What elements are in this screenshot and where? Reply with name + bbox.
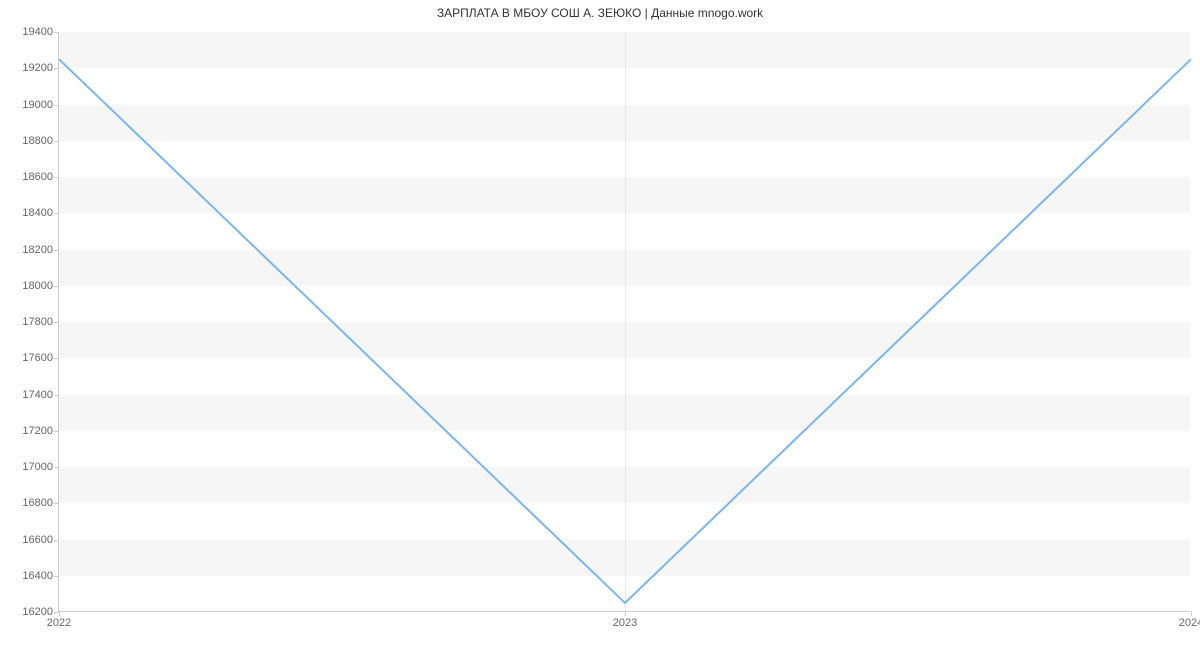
y-tick-label: 16600: [22, 534, 53, 546]
y-tick-label: 18800: [22, 135, 53, 147]
y-tick-label: 19000: [22, 99, 53, 111]
x-tick-label: 2022: [47, 617, 71, 629]
y-tick-label: 17400: [22, 389, 53, 401]
y-tick-label: 19400: [22, 26, 53, 38]
y-tick-label: 17200: [22, 425, 53, 437]
y-tick-label: 18400: [22, 207, 53, 219]
y-tick-label: 18600: [22, 171, 53, 183]
chart-title: ЗАРПЛАТА В МБОУ СОШ А. ЗЕЮКО | Данные mn…: [0, 6, 1200, 20]
y-tick-label: 17000: [22, 461, 53, 473]
x-tick-label: 2024: [1179, 617, 1200, 629]
plot-area: 1620016400166001680017000172001740017600…: [58, 32, 1190, 612]
y-tick-label: 18200: [22, 244, 53, 256]
y-tick-label: 18000: [22, 280, 53, 292]
chart-series: [59, 32, 1191, 612]
y-tick-label: 17600: [22, 352, 53, 364]
x-tick: [1191, 611, 1192, 616]
x-tick-label: 2023: [613, 617, 637, 629]
salary-chart: ЗАРПЛАТА В МБОУ СОШ А. ЗЕЮКО | Данные mn…: [0, 0, 1200, 650]
y-tick-label: 16800: [22, 497, 53, 509]
y-tick-label: 19200: [22, 62, 53, 74]
line-salary: [59, 59, 1191, 603]
y-tick-label: 16400: [22, 570, 53, 582]
y-tick-label: 17800: [22, 316, 53, 328]
